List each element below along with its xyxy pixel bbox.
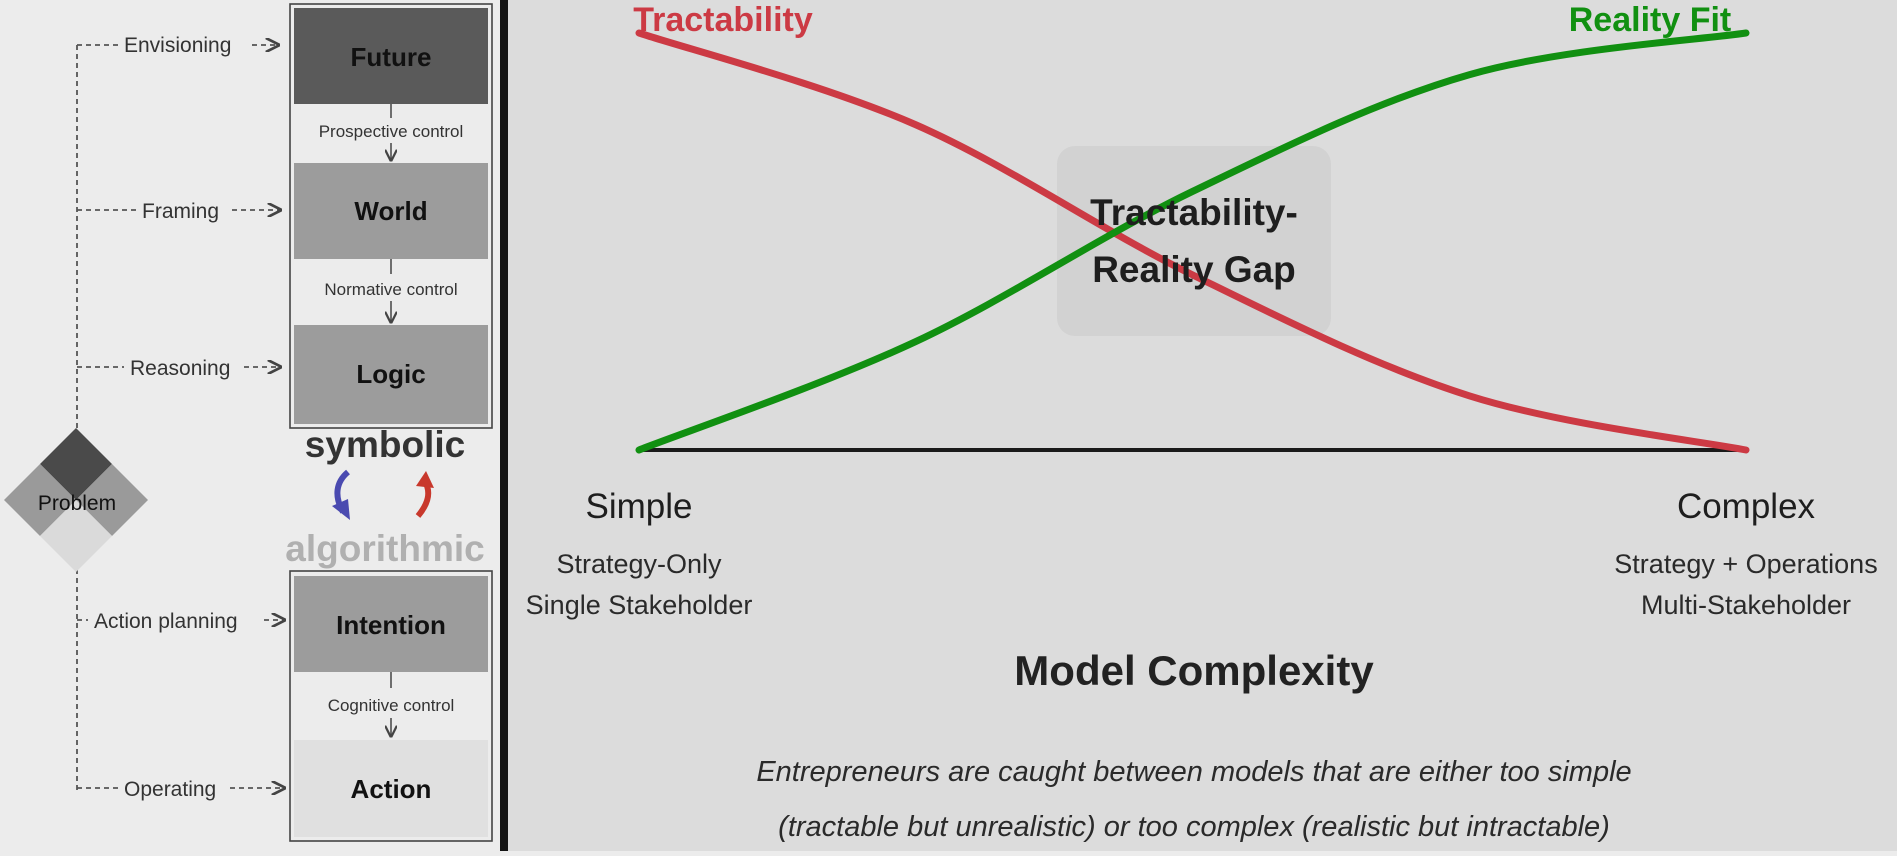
world-box: World xyxy=(294,163,488,259)
cognitive-hierarchy-diagram: Envisioning Framing Reasoning Action pla… xyxy=(0,0,500,851)
x-end-sublabel-1: Strategy + Operations xyxy=(1614,549,1877,579)
panel-divider xyxy=(500,0,508,851)
branch-framing: Framing xyxy=(77,200,280,223)
branch-reasoning: Reasoning xyxy=(77,357,280,380)
caption-line-1: Entrepreneurs are caught between models … xyxy=(756,756,1631,788)
gap-highlight-box xyxy=(1057,146,1331,336)
action-box-label: Action xyxy=(351,774,432,804)
series-label-reality-fit: Reality Fit xyxy=(1569,1,1731,39)
upper-group-frame xyxy=(289,3,493,429)
x-start-sublabel-2: Single Stakeholder xyxy=(526,590,753,620)
action-box: Action xyxy=(294,740,488,837)
operating-label: Operating xyxy=(124,778,216,801)
logic-box-label: Logic xyxy=(356,359,425,389)
x-axis-title: Model Complexity xyxy=(1014,647,1374,694)
x-end-label: Complex xyxy=(1677,487,1816,526)
normative-control-label: Normative control xyxy=(324,280,457,299)
branch-action-planning: Action planning xyxy=(77,610,284,633)
envisioning-label: Envisioning xyxy=(124,34,231,57)
algorithmic-label: algorithmic xyxy=(285,528,484,569)
action-planning-label: Action planning xyxy=(94,610,238,633)
logic-box: Logic xyxy=(294,325,488,424)
up-arrowhead xyxy=(416,471,434,488)
intention-box-label: Intention xyxy=(336,610,446,640)
cognitive-control-label: Cognitive control xyxy=(328,696,455,715)
problem-label: Problem xyxy=(38,492,116,515)
reasoning-label: Reasoning xyxy=(130,357,230,380)
hierarchy-svg: Envisioning Framing Reasoning Action pla… xyxy=(4,3,493,842)
framing-label: Framing xyxy=(142,200,219,223)
series-label-tractability: Tractability xyxy=(633,1,813,39)
x-start-sublabel-1: Strategy-Only xyxy=(556,549,722,579)
caption-line-2: (tractable but unrealistic) or too compl… xyxy=(778,811,1610,843)
branch-operating: Operating xyxy=(77,778,284,801)
tradeoff-chart: Tractability Reality Fit Tractability- R… xyxy=(526,1,1878,843)
world-box-label: World xyxy=(354,196,427,226)
lower-group-frame xyxy=(289,570,493,842)
branch-envisioning: Envisioning xyxy=(77,34,278,57)
intention-box: Intention xyxy=(294,576,488,672)
gap-label-line-1: Tractability- xyxy=(1090,192,1298,233)
future-box: Future xyxy=(294,8,488,104)
prospective-control-label: Prospective control xyxy=(319,122,464,141)
symbolic-label: symbolic xyxy=(305,424,465,465)
problem-diamond: Problem xyxy=(4,428,148,572)
series-layer xyxy=(635,29,1750,454)
tradeoff-chart-panel: Tractability Reality Fit Tractability- R… xyxy=(508,0,1897,851)
down-arrowhead xyxy=(332,499,350,520)
series-line-reality-fit xyxy=(635,29,1750,454)
gap-label-line-2: Reality Gap xyxy=(1092,249,1296,290)
x-end-sublabel-2: Multi-Stakeholder xyxy=(1641,590,1851,620)
x-start-label: Simple xyxy=(586,487,693,526)
series-line-tractability xyxy=(635,29,1750,454)
future-box-label: Future xyxy=(351,42,432,72)
